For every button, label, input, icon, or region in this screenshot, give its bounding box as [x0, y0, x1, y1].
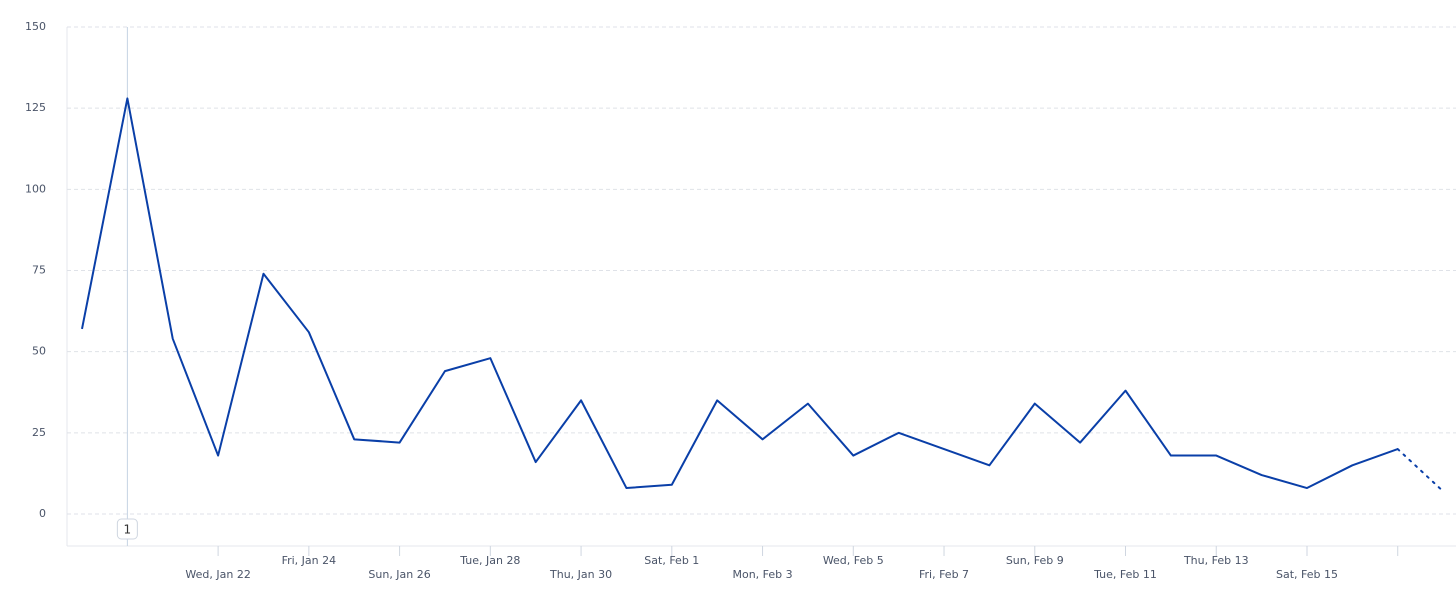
x-tick-label: Fri, Feb 7 — [919, 568, 969, 581]
x-tick-label: Wed, Jan 22 — [185, 568, 250, 581]
x-tick-label: Thu, Feb 13 — [1183, 554, 1249, 567]
x-tick-label: Sun, Jan 26 — [368, 568, 430, 581]
x-tick-label: Fri, Jan 24 — [282, 554, 337, 567]
line-series — [81, 97, 1399, 490]
x-tick-label: Mon, Feb 3 — [732, 568, 792, 581]
incomplete-segment — [1396, 448, 1445, 493]
y-tick-label: 25 — [32, 426, 46, 439]
x-tick-label: Thu, Jan 30 — [549, 568, 612, 581]
x-tick-label: Tue, Jan 28 — [459, 554, 520, 567]
x-tick-label: Wed, Feb 5 — [823, 554, 884, 567]
x-tick-label: Sun, Feb 9 — [1006, 554, 1064, 567]
y-tick-label: 75 — [32, 264, 46, 277]
annotation-label: 1 — [124, 523, 132, 537]
y-tick-label: 125 — [25, 101, 46, 114]
y-tick-label: 0 — [39, 507, 46, 520]
y-tick-label: 50 — [32, 345, 46, 358]
x-tick-label: Sat, Feb 1 — [644, 554, 699, 567]
x-tick-label: Sat, Feb 15 — [1276, 568, 1338, 581]
y-tick-label: 100 — [25, 182, 46, 195]
y-tick-label: 150 — [25, 20, 46, 33]
annotation-box — [116, 518, 138, 540]
x-tick-label: Tue, Feb 11 — [1093, 568, 1157, 581]
